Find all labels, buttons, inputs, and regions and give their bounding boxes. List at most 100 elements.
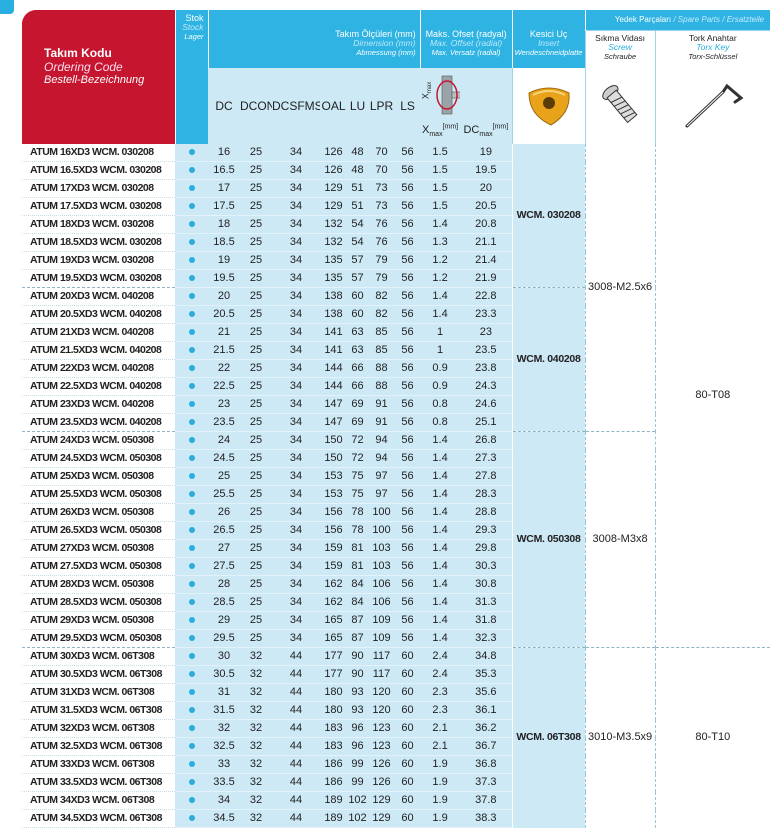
offset-value: 29.8	[460, 539, 513, 558]
dimension-value: 31	[208, 683, 240, 702]
ordering-code: ATUM 31XD3 WCM. 06T308	[22, 683, 175, 702]
dimension-value: 78	[347, 521, 368, 540]
header-text: Sıkma Vidası	[595, 32, 646, 43]
product-row: ATUM 21XD3 WCM. 040208 21 25 34 141 63 85 56 1 23	[22, 323, 770, 342]
offset-value: 1.2	[420, 269, 461, 288]
dimension-value: 56	[395, 503, 421, 522]
dimension-value: 32	[240, 647, 272, 666]
offset-diagram	[436, 75, 461, 115]
dimension-value: 30	[208, 647, 240, 666]
header-text: Insert	[537, 38, 560, 48]
offset-value: 1.4	[420, 467, 461, 486]
dimension-value: 56	[395, 449, 421, 468]
dimension-value: 186	[320, 755, 347, 774]
ordering-code: ATUM 30.5XD3 WCM. 06T308	[22, 665, 175, 684]
stock-dot	[188, 257, 195, 264]
ordering-code: ATUM 24XD3 WCM. 050308	[22, 431, 175, 450]
product-row: ATUM 25XD3 WCM. 050308 25 25 34 153 75 97 56 1.4…	[22, 467, 770, 486]
dimension-value: 27	[208, 539, 240, 558]
dimension-value: 25	[240, 503, 272, 522]
dimension-value: 34	[272, 359, 320, 378]
dimension-value: 56	[395, 413, 421, 432]
dimension-value: 25	[240, 395, 272, 414]
offset-value: 1.4	[420, 215, 461, 234]
ordering-code: ATUM 20XD3 WCM. 040208	[22, 287, 175, 306]
stock-indicator	[175, 305, 208, 324]
stock-indicator	[175, 809, 208, 828]
product-row: ATUM 21.5XD3 WCM. 040208 21.5 25 34 141 63 85 5…	[22, 341, 770, 360]
stock-dot	[188, 419, 195, 426]
dimension-value: 144	[320, 377, 347, 396]
dimension-value: 25	[240, 359, 272, 378]
dimension-value: 56	[395, 287, 421, 306]
ordering-code: ATUM 28.5XD3 WCM. 050308	[22, 593, 175, 612]
ordering-code: ATUM 18XD3 WCM. 030208	[22, 215, 175, 234]
product-row: ATUM 31.5XD3 WCM. 06T308 31.5 32 44 180 93 120…	[22, 701, 770, 720]
dimension-value: 25	[240, 161, 272, 180]
offset-value: 1.9	[420, 809, 461, 828]
dimension-value: 34	[272, 413, 320, 432]
stock-indicator	[175, 773, 208, 792]
ordering-code: ATUM 25XD3 WCM. 050308	[22, 467, 175, 486]
header-text: Takım Kodu	[44, 46, 112, 60]
product-row: ATUM 27XD3 WCM. 050308 27 25 34 159 81 103 56 1.…	[22, 539, 770, 558]
dimension-value: 56	[395, 629, 421, 648]
offset-value: 1.5	[420, 144, 461, 162]
stock-indicator	[175, 413, 208, 432]
dimension-value: 34	[272, 323, 320, 342]
dimension-value: 103	[368, 539, 395, 558]
offset-value: 22.8	[460, 287, 513, 306]
stock-dot	[188, 509, 195, 516]
ordering-code: ATUM 31.5XD3 WCM. 06T308	[22, 701, 175, 720]
ordering-code: ATUM 32.5XD3 WCM. 06T308	[22, 737, 175, 756]
dimension-value: 63	[347, 341, 368, 360]
dimension-value: 34	[272, 467, 320, 486]
offset-value: 31.8	[460, 611, 513, 630]
dimension-value: 57	[347, 269, 368, 288]
ordering-code: ATUM 26XD3 WCM. 050308	[22, 503, 175, 522]
offset-value: 1.4	[420, 431, 461, 450]
offset-value: 36.7	[460, 737, 513, 756]
product-row: ATUM 33XD3 WCM. 06T308 33 32 44 186 99 126 60 1.…	[22, 755, 770, 774]
ordering-code: ATUM 32XD3 WCM. 06T308	[22, 719, 175, 738]
dimension-value: 34	[272, 431, 320, 450]
ordering-code: ATUM 16.5XD3 WCM. 030208	[22, 161, 175, 180]
offset-value: 38.3	[460, 809, 513, 828]
torx-key-code: 80-T10	[654, 647, 771, 828]
offset-value: 23.3	[460, 305, 513, 324]
dimension-value: 34	[272, 341, 320, 360]
stock-indicator	[175, 701, 208, 720]
offset-value: 1	[420, 323, 461, 342]
dimension-value: 72	[347, 431, 368, 450]
column-name: DC	[208, 68, 240, 144]
dimension-value: 117	[368, 647, 395, 666]
header-text: Abmessung (mm)	[356, 48, 416, 57]
dimension-value: 56	[395, 611, 421, 630]
torx-key-header: Tork Anahtar Torx Key Torx-Schlüssel	[654, 29, 771, 69]
offset-value: 23.8	[460, 359, 513, 378]
stock-dot	[188, 671, 195, 678]
dimension-value: 96	[347, 719, 368, 738]
dimension-value: 99	[347, 773, 368, 792]
column-names-row: DC DCON DCSFMS OAL LU LPR LS Xmax Xmax[mm] DCmax[…	[22, 68, 771, 144]
ordering-code: ATUM 19XD3 WCM. 030208	[22, 251, 175, 270]
header-row: Sıkma Vidası Screw Schraube Tork Anahtar…	[22, 29, 771, 69]
stock-indicator	[175, 431, 208, 450]
product-row: ATUM 24.5XD3 WCM. 050308 24.5 25 34 150 72 94 5…	[22, 449, 770, 468]
offset-value: 1.4	[420, 593, 461, 612]
stock-indicator	[175, 791, 208, 810]
dimension-value: 177	[320, 665, 347, 684]
dimension-value: 85	[368, 323, 395, 342]
dimension-value: 26	[208, 503, 240, 522]
screw-image	[584, 68, 656, 144]
offset-value: 1.4	[420, 521, 461, 540]
dimension-value: 150	[320, 431, 347, 450]
torx-key-image	[654, 68, 771, 144]
dimension-value: 29	[208, 611, 240, 630]
stock-indicator	[175, 359, 208, 378]
dimension-value: 18	[208, 215, 240, 234]
stock-indicator	[175, 755, 208, 774]
dimension-value: 25	[240, 521, 272, 540]
dimension-value: 96	[347, 737, 368, 756]
offset-value: 1.9	[420, 773, 461, 792]
